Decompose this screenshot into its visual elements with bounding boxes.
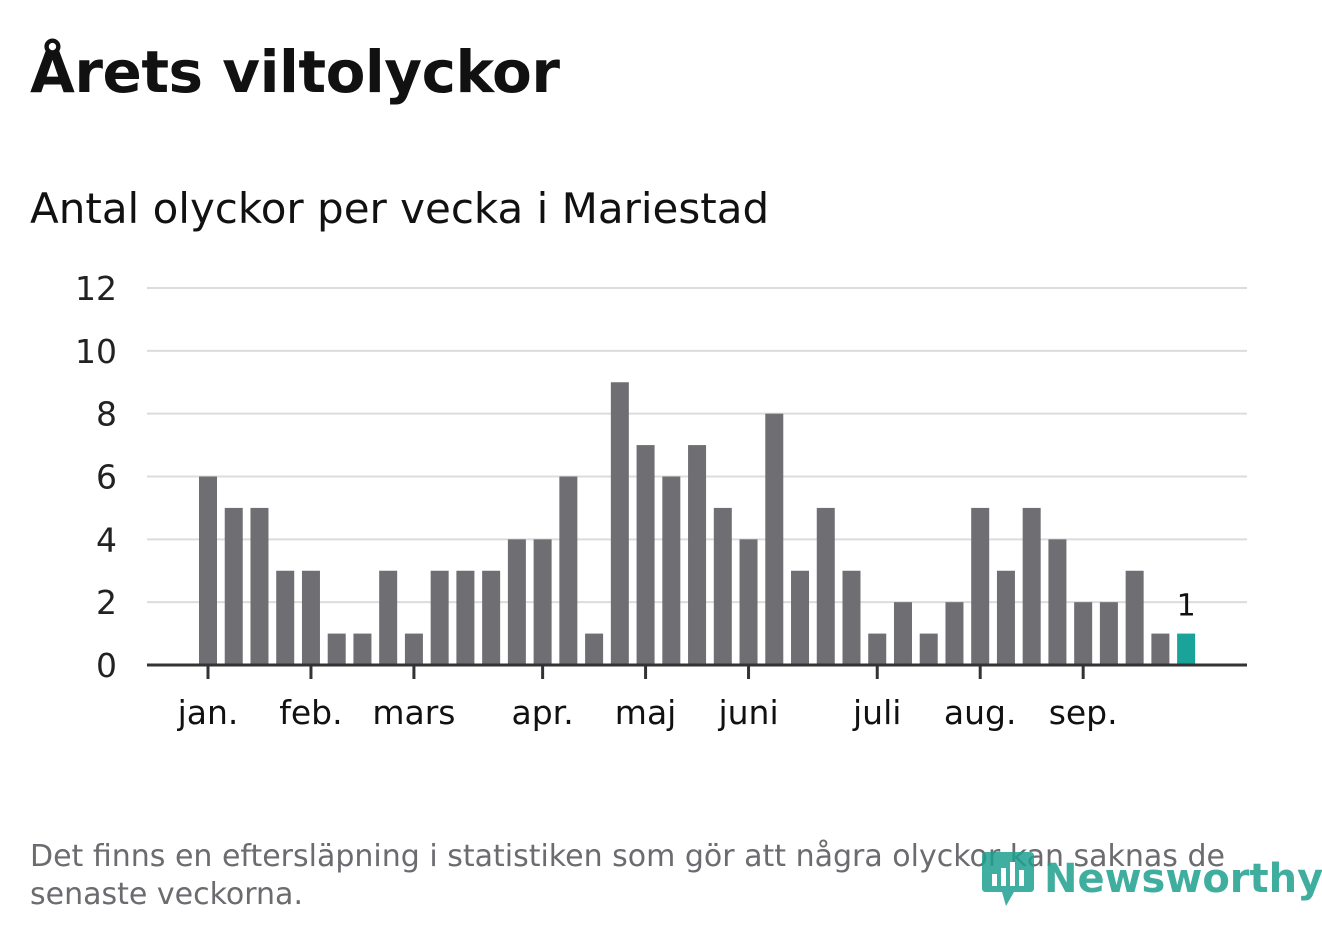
bar-0 (199, 476, 217, 665)
newsworthy-logo-text: Newsworthy (1044, 856, 1322, 902)
bar-30 (971, 507, 990, 665)
bar-6 (353, 633, 372, 665)
bar-36 (1125, 570, 1144, 665)
bar-5 (327, 633, 346, 665)
bar-32 (1022, 507, 1041, 665)
x-axis-ticks: jan. feb. mars apr. maj juni juli aug. sep. (177, 665, 1118, 732)
y-tick-label-0: 0 (96, 646, 117, 685)
bar-18 (662, 476, 681, 665)
data-label-highlight: 1 (1177, 589, 1196, 624)
bar-14 (559, 476, 578, 665)
x-tick-label-juli: juli (852, 693, 901, 732)
bar-35 (1099, 602, 1118, 665)
newsworthy-logo-icon (982, 852, 1034, 906)
bars (199, 382, 1196, 665)
bar-23 (791, 570, 810, 665)
bar-13 (533, 539, 552, 665)
bar-24 (816, 507, 835, 665)
bar-38 (1177, 633, 1196, 665)
x-tick-label-apr.: apr. (512, 693, 574, 732)
bar-11 (482, 570, 501, 665)
bar-8 (404, 633, 423, 665)
x-tick-label-maj: maj (615, 693, 677, 732)
y-axis-ticks: 0 2 4 6 8 10 12 (75, 269, 117, 685)
y-tick-label-12: 12 (75, 269, 117, 308)
bar-4 (301, 570, 320, 665)
y-tick-label-6: 6 (96, 458, 117, 497)
x-tick-label-aug.: aug. (944, 693, 1017, 732)
bar-26 (868, 633, 887, 665)
bar-17 (636, 445, 655, 665)
bar-22 (765, 413, 784, 665)
x-tick-label-jan.: jan. (177, 693, 239, 732)
x-tick-label-feb.: feb. (279, 693, 342, 732)
x-tick-label-juni: juni (717, 693, 778, 732)
bar-33 (1048, 539, 1067, 665)
chart-title: Årets viltolyckor (30, 38, 560, 106)
bar-29 (945, 602, 964, 665)
bar-10 (456, 570, 475, 665)
bar-1 (224, 507, 243, 665)
bar-19 (688, 445, 707, 665)
bar-2 (250, 507, 269, 665)
bar-3 (276, 570, 295, 665)
bar-25 (842, 570, 861, 665)
y-tick-label-8: 8 (96, 395, 117, 434)
data-labels: 1 (1177, 589, 1196, 624)
bar-15 (585, 633, 604, 665)
bar-16 (610, 382, 629, 665)
x-tick-label-sep.: sep. (1049, 693, 1118, 732)
bar-20 (713, 507, 732, 665)
bar-9 (430, 570, 449, 665)
bar-21 (739, 539, 758, 665)
chart-subtitle: Antal olyckor per vecka i Mariestad (30, 184, 770, 233)
bar-12 (507, 539, 526, 665)
bar-37 (1151, 633, 1170, 665)
y-tick-label-2: 2 (96, 583, 117, 622)
y-tick-label-4: 4 (96, 520, 117, 559)
bar-34 (1074, 602, 1093, 665)
bar-31 (996, 570, 1015, 665)
x-tick-label-mars: mars (372, 693, 455, 732)
bar-27 (893, 602, 912, 665)
y-tick-label-10: 10 (75, 332, 117, 371)
bar-28 (919, 633, 938, 665)
bar-7 (379, 570, 398, 665)
newsworthy-logo: Newsworthy (980, 848, 1322, 910)
